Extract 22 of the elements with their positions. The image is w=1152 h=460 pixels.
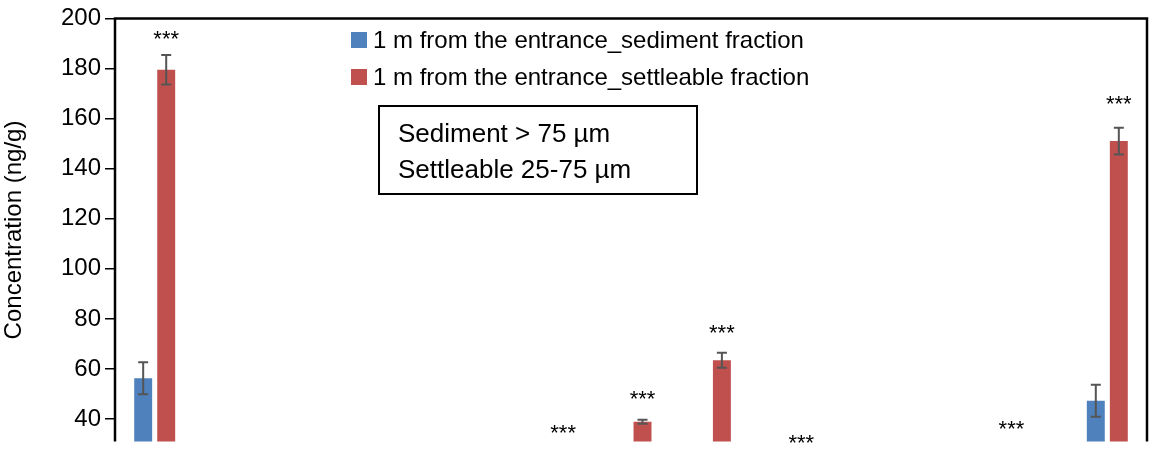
annotation: *** bbox=[788, 430, 815, 456]
y-tick-label: 180 bbox=[60, 53, 101, 81]
y-tick-label: 200 bbox=[60, 3, 101, 31]
annotation: *** bbox=[1105, 90, 1133, 116]
annotation: *** bbox=[550, 420, 577, 446]
annotation: *** bbox=[629, 386, 656, 412]
annotation: *** bbox=[998, 416, 1025, 442]
legend-label: 1 m from the entrance_sediment fraction bbox=[373, 25, 804, 53]
y-tick-label: 60 bbox=[74, 353, 101, 381]
y-tick-label: 40 bbox=[74, 403, 101, 431]
y-tick-label: 140 bbox=[60, 153, 101, 181]
annotation: Sediment > 75 µm bbox=[398, 117, 612, 150]
annotation: Settleable 25-75 µm bbox=[398, 153, 633, 186]
annotation: *** bbox=[153, 25, 180, 51]
y-axis-title: Concentration (ng/g) bbox=[0, 120, 27, 340]
legend-label: 1 m from the entrance_settleable fraction bbox=[373, 62, 810, 90]
y-tick-label: 80 bbox=[74, 303, 101, 331]
y-tick-label: 100 bbox=[60, 253, 101, 281]
y-tick-label: 160 bbox=[60, 103, 101, 131]
y-tick-label: 120 bbox=[60, 203, 101, 231]
text-frame: Sediment > 75 µm Settleable 25-75 µm bbox=[378, 105, 698, 195]
annotation: *** bbox=[709, 319, 736, 345]
